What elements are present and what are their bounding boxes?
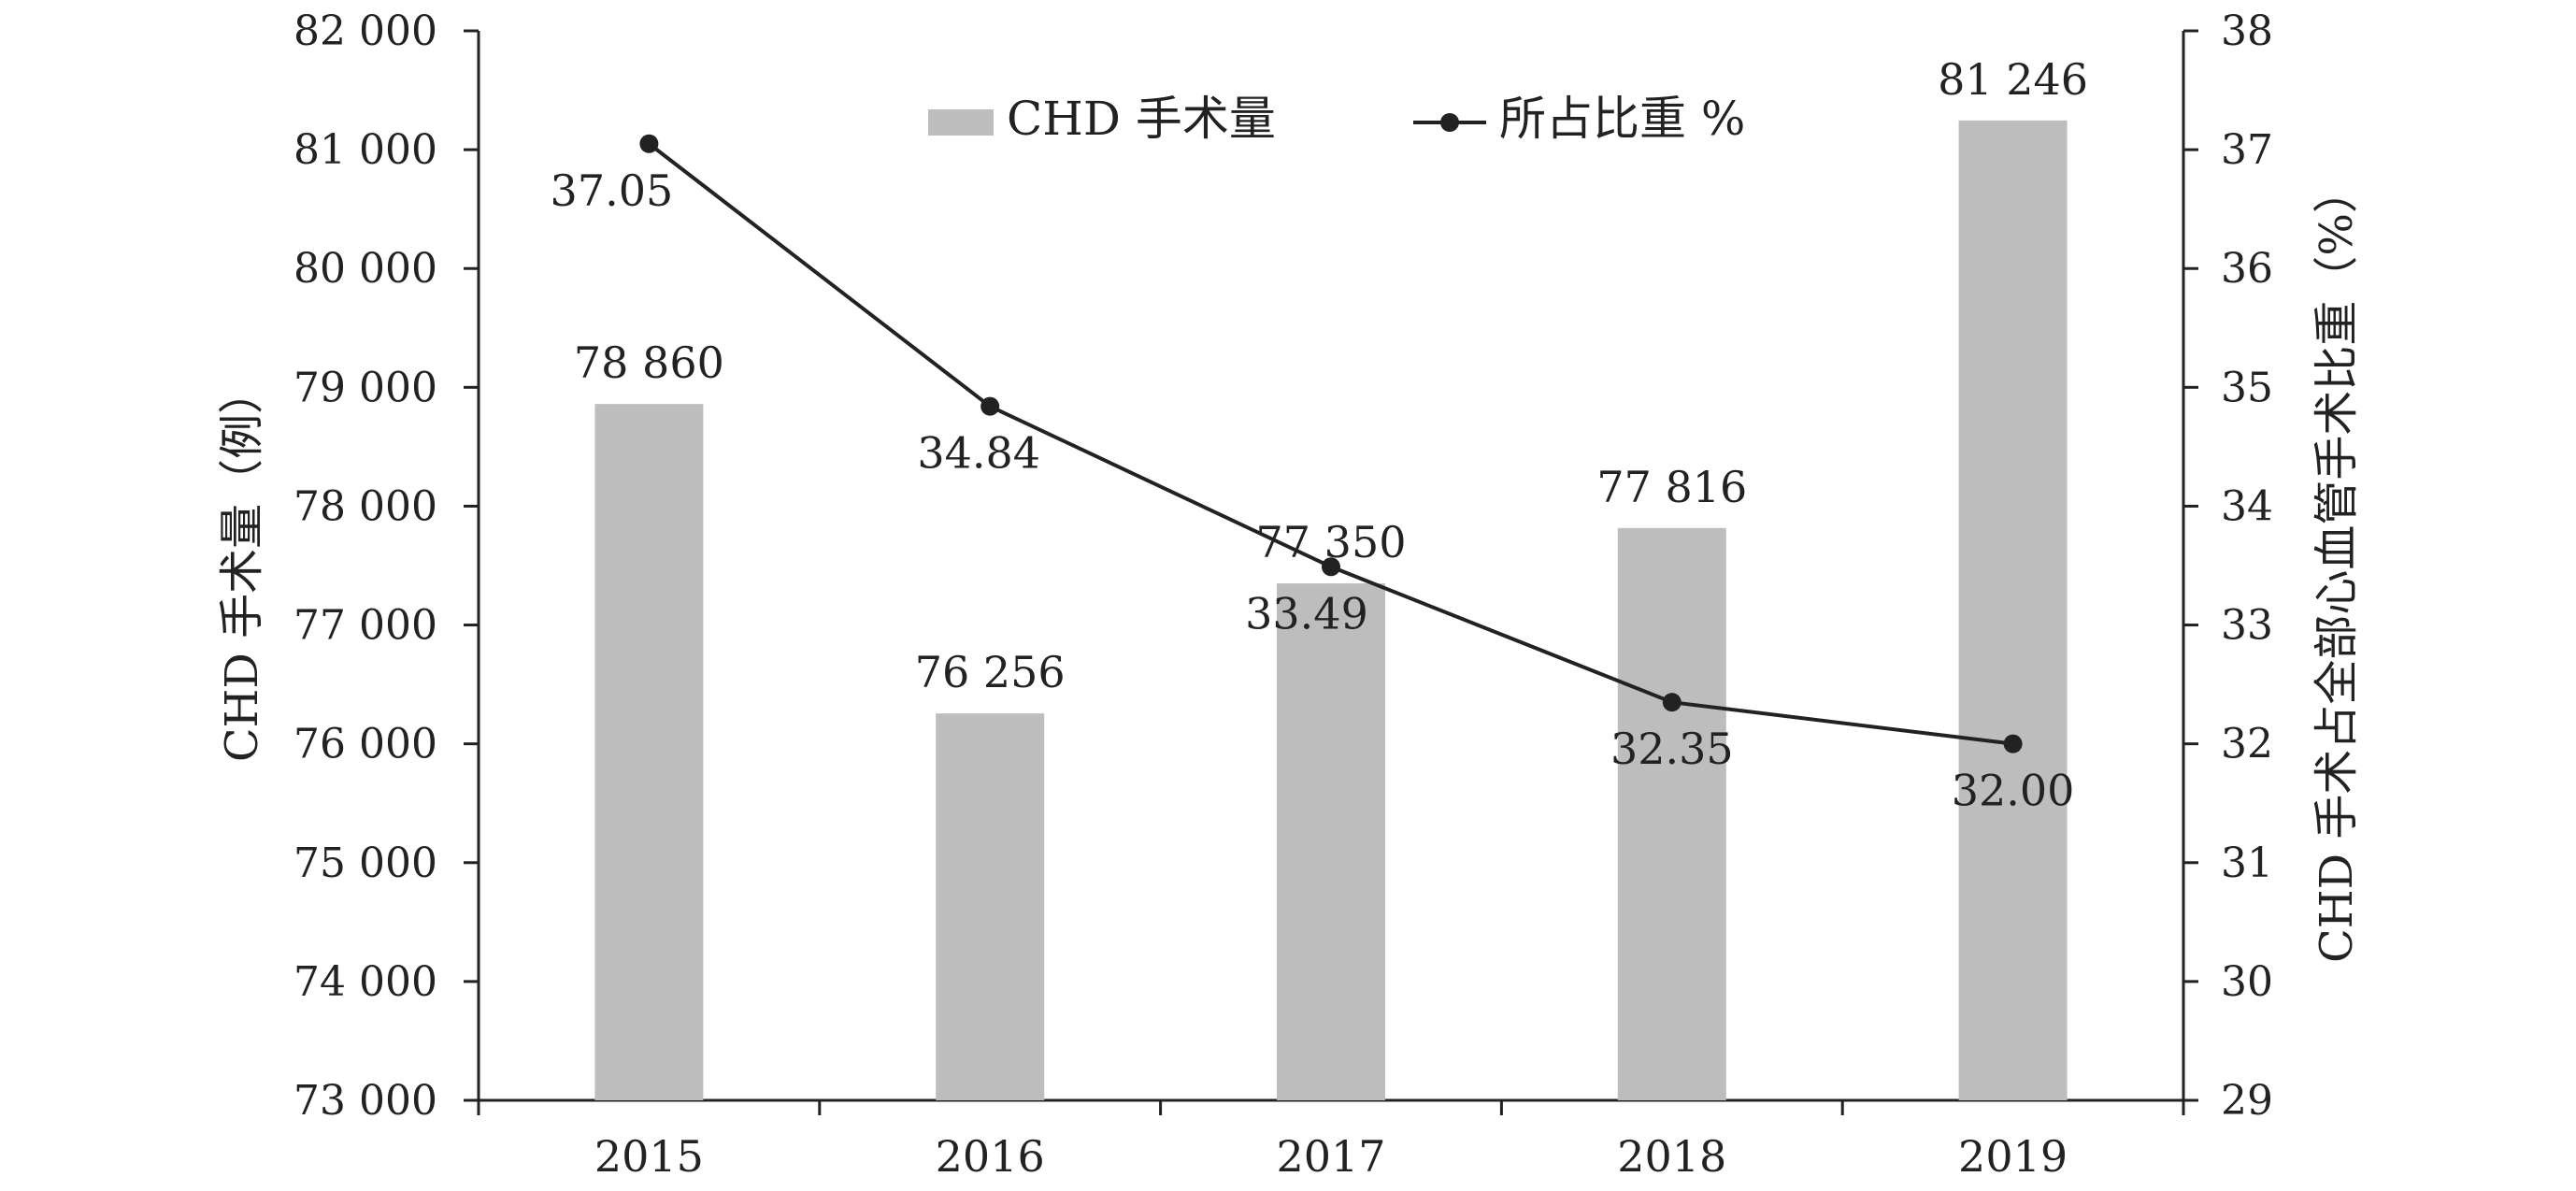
left-tick-label: 73 000 [293,1077,437,1125]
left-tick-label: 76 000 [293,721,437,768]
left-tick-label: 77 000 [293,602,437,650]
right-tick-label: 36 [2221,245,2273,293]
bar-2016 [936,713,1045,1100]
left-tick-label: 74 000 [293,958,437,1006]
right-tick-label: 30 [2221,958,2273,1006]
legend-line-marker [1440,113,1459,132]
left-tick-label: 81 000 [293,126,437,174]
bar-value-label: 78 860 [574,337,724,388]
bar-value-label: 76 256 [915,647,1066,697]
bar-value-label: 81 246 [1938,54,2088,105]
legend: CHD 手术量 所占比重 % [928,92,1745,146]
data-labels: 78 860 76 256 77 350 77 816 81 246 37.05 34.84… [551,54,2089,816]
right-tick-label: 37 [2221,126,2273,174]
right-tick-label: 31 [2221,839,2273,887]
bar-2018 [1617,527,1726,1100]
legend-bar-swatch [928,109,994,136]
x-tick-label: 2018 [1617,1131,1726,1182]
left-tick-label: 78 000 [293,482,437,530]
ratio-value-label: 34.84 [917,428,1040,479]
ratio-value-label: 33.49 [1245,588,1368,639]
ratio-value-label: 37.05 [551,165,674,216]
bar-2017 [1277,583,1385,1100]
bar-series [594,120,2068,1100]
ratio-value-label: 32.00 [1952,766,2075,816]
ratio-point-2017 [1322,557,1340,577]
left-tick-label: 82 000 [293,7,437,55]
legend-bar-label: CHD 手术量 [1007,92,1276,146]
x-tick-label: 2015 [594,1131,704,1182]
line-series [639,134,2023,753]
left-axis-title: CHD 手术量（例） [216,369,268,762]
left-tick-label: 75 000 [293,839,437,887]
ratio-value-label: 32.35 [1610,724,1734,774]
legend-line-label: 所占比重 % [1499,92,1745,146]
right-axis-title: CHD 手术占全部心血管手术比重（%） [2311,168,2363,963]
bar-value-label: 77 350 [1256,517,1407,567]
ratio-point-2018 [1662,693,1682,712]
x-tick-label: 2019 [1958,1131,2068,1182]
right-tick-label: 29 [2221,1077,2273,1125]
right-tick-label: 32 [2221,721,2273,768]
right-tick-label: 35 [2221,364,2273,411]
ratio-point-2015 [639,134,659,153]
left-tick-label: 80 000 [293,245,437,293]
ratio-point-2016 [980,396,1000,416]
bar-2015 [594,404,704,1100]
x-tick-label: 2017 [1276,1131,1385,1182]
right-tick-label: 38 [2221,7,2273,55]
bar-2019 [1958,120,2068,1100]
ratio-point-2019 [2003,734,2023,753]
right-tick-label: 34 [2221,482,2273,530]
x-tick-label: 2016 [936,1131,1045,1182]
axes: 73 000 74 000 75 000 76 000 77 000 78 000 79 0… [216,7,2363,1182]
right-tick-label: 33 [2221,602,2273,650]
left-tick-label: 79 000 [293,364,437,411]
bar-value-label: 77 816 [1596,462,1747,512]
